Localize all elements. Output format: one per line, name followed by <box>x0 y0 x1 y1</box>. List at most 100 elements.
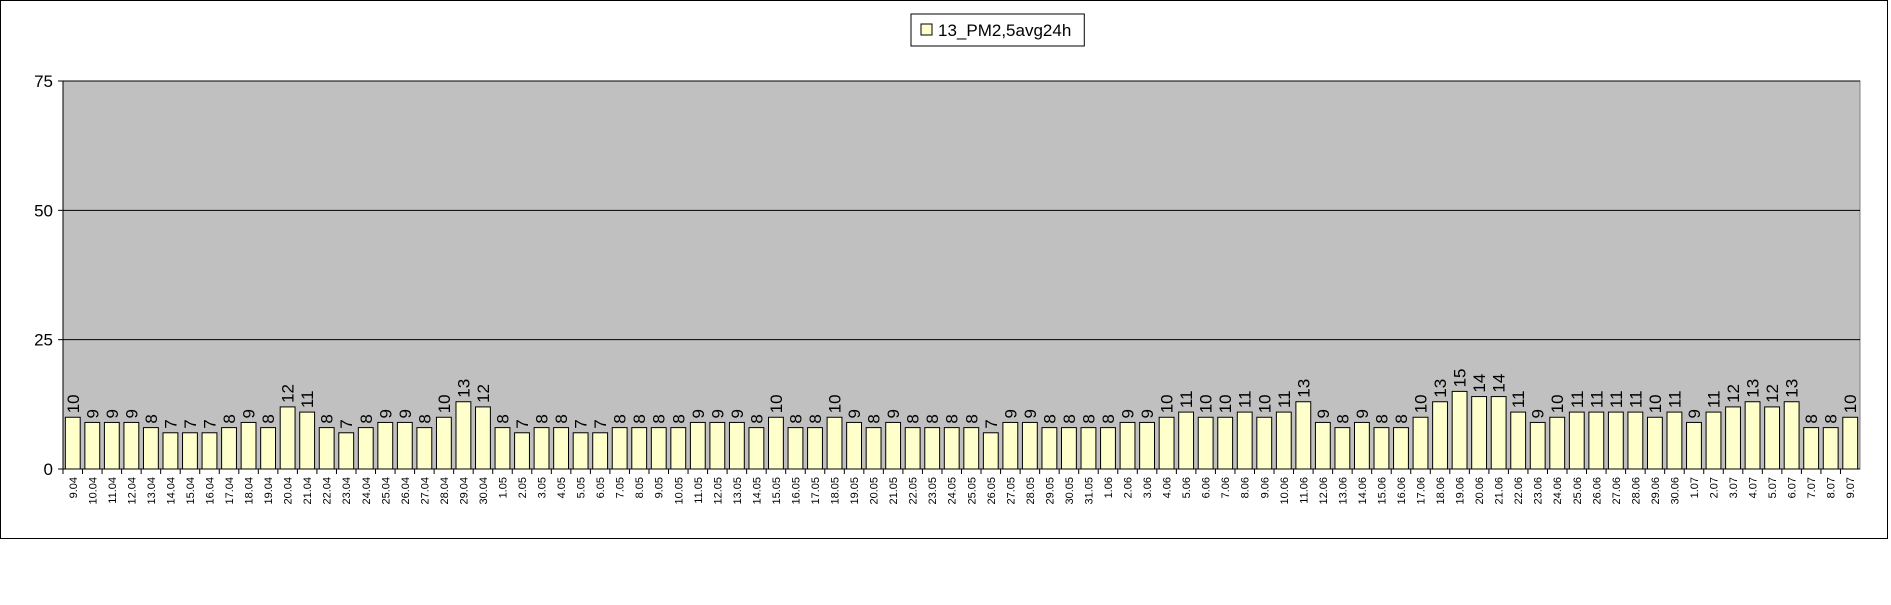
data-label: 8 <box>923 414 942 423</box>
x-tick-label: 5.06 <box>1181 477 1193 498</box>
x-tick-label: 1.07 <box>1689 477 1701 498</box>
bar <box>1432 401 1448 470</box>
x-tick-label: 30.06 <box>1669 477 1681 505</box>
bar <box>1100 427 1116 470</box>
bar <box>1646 416 1663 470</box>
bar <box>1803 427 1820 470</box>
data-label: 9 <box>1529 409 1548 418</box>
x-tick-label: 20.06 <box>1474 477 1486 505</box>
bar <box>1471 396 1488 470</box>
data-label: 8 <box>1079 414 1098 423</box>
x-tick-label: 12.05 <box>712 477 724 505</box>
data-label: 8 <box>630 414 649 423</box>
bar <box>396 421 413 470</box>
data-label: 11 <box>1587 390 1606 408</box>
data-label: 9 <box>83 409 102 418</box>
data-label: 8 <box>1372 414 1391 423</box>
x-tick-label: 21.05 <box>888 477 900 505</box>
x-tick-label: 24.05 <box>947 477 959 505</box>
bar <box>1373 427 1390 470</box>
bar <box>475 406 491 470</box>
x-tick-label: 8.05 <box>634 477 646 498</box>
x-tick-label: 3.06 <box>1142 477 1154 498</box>
data-label: 8 <box>943 414 962 423</box>
bar <box>514 432 530 470</box>
bar <box>162 432 179 470</box>
x-tick-label: 21.06 <box>1494 477 1506 505</box>
data-label: 11 <box>1705 390 1724 408</box>
data-label: 7 <box>572 419 591 428</box>
bar <box>807 427 823 470</box>
x-tick-label: 18.04 <box>244 477 256 505</box>
data-label: 10 <box>1216 394 1235 413</box>
bar <box>1158 416 1175 470</box>
data-label: 9 <box>396 409 415 418</box>
bar <box>416 427 433 470</box>
data-label: 11 <box>1275 390 1294 408</box>
x-tick-label: 22.04 <box>322 477 334 505</box>
bar <box>279 406 296 470</box>
data-label: 11 <box>1177 390 1196 408</box>
bar <box>1822 427 1839 470</box>
x-tick-label: 9.05 <box>654 477 666 498</box>
data-label: 11 <box>1607 390 1626 408</box>
x-tick-label: 15.06 <box>1376 477 1388 505</box>
x-tick-label: 26.05 <box>986 477 998 505</box>
bar <box>1510 411 1527 470</box>
bar <box>1197 416 1214 470</box>
x-tick-label: 19.04 <box>263 477 275 505</box>
x-tick-label: 22.06 <box>1513 477 1525 505</box>
bar <box>709 421 726 470</box>
bar <box>1549 416 1566 470</box>
data-label: 8 <box>357 414 376 423</box>
bar <box>865 427 882 470</box>
bar <box>1842 416 1859 470</box>
data-label: 10 <box>1646 394 1665 413</box>
data-label: 11 <box>1665 390 1684 408</box>
bar <box>1666 411 1683 470</box>
x-tick-label: 27.05 <box>1005 477 1017 505</box>
data-label: 8 <box>415 414 434 423</box>
y-tick-label: 0 <box>44 460 53 479</box>
x-tick-label: 27.06 <box>1611 477 1623 505</box>
data-label: 9 <box>1021 409 1040 418</box>
data-label: 8 <box>1802 414 1821 423</box>
bar <box>533 427 550 470</box>
data-label: 7 <box>161 419 180 428</box>
x-tick-label: 19.05 <box>849 477 861 505</box>
bar <box>826 416 843 470</box>
legend-box <box>910 13 1085 47</box>
x-tick-label: 26.04 <box>400 477 412 505</box>
bar <box>1119 421 1136 470</box>
data-label: 13 <box>1744 379 1763 398</box>
bar <box>64 416 81 470</box>
data-label: 8 <box>747 414 766 423</box>
x-tick-label: 13.04 <box>146 477 158 505</box>
data-label: 8 <box>1822 414 1841 423</box>
x-tick-label: 29.04 <box>458 477 470 505</box>
data-label: 8 <box>904 414 923 423</box>
bar <box>689 421 706 470</box>
x-tick-label: 29.05 <box>1044 477 1056 505</box>
data-label: 12 <box>474 384 493 403</box>
bar <box>1334 427 1351 470</box>
bar <box>318 427 335 470</box>
x-tick-label: 30.04 <box>478 477 490 505</box>
bar <box>201 432 218 470</box>
bar <box>1490 396 1507 470</box>
bar <box>611 427 628 470</box>
data-label: 8 <box>1099 414 1118 423</box>
data-label: 8 <box>650 414 669 423</box>
x-tick-label: 3.07 <box>1728 477 1740 498</box>
x-tick-label: 14.05 <box>751 477 763 505</box>
x-tick-label: 3.05 <box>537 477 549 498</box>
data-label: 14 <box>1490 374 1509 393</box>
bar <box>435 416 452 470</box>
bar <box>455 401 472 470</box>
data-label: 15 <box>1451 368 1470 387</box>
data-label: 9 <box>884 409 903 418</box>
x-tick-label: 23.04 <box>341 477 353 505</box>
x-tick-label: 14.04 <box>165 477 177 505</box>
data-label: 8 <box>611 414 630 423</box>
x-tick-label: 17.04 <box>224 477 236 505</box>
